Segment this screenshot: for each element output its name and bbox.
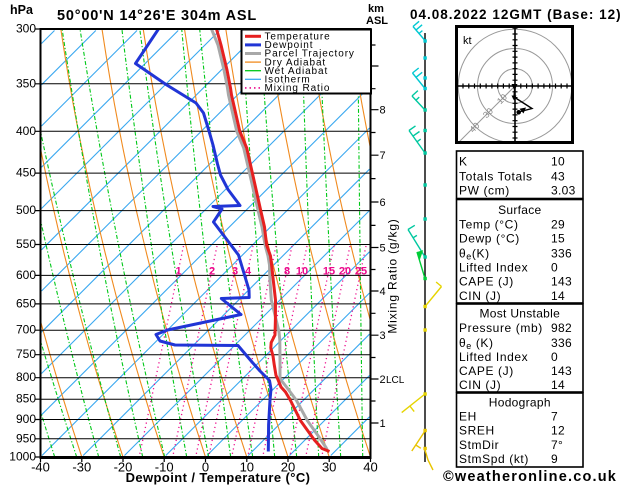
svg-text:9: 9 [551, 452, 558, 466]
svg-text:40: 40 [363, 460, 377, 475]
svg-text:7°: 7° [551, 438, 563, 452]
svg-text:12: 12 [551, 423, 565, 437]
svg-text:50°00'N 14°26'E 304m ASL: 50°00'N 14°26'E 304m ASL [57, 8, 257, 24]
svg-text:Mixing Ratio: Mixing Ratio [265, 83, 331, 94]
svg-text:6: 6 [380, 197, 386, 209]
svg-text:600: 600 [16, 268, 36, 282]
svg-text:hPa: hPa [10, 3, 34, 17]
svg-text:0: 0 [202, 460, 209, 475]
svg-text:LCL: LCL [386, 375, 405, 386]
svg-text:20: 20 [339, 266, 351, 278]
svg-text:CIN (J): CIN (J) [459, 289, 501, 303]
svg-text:850: 850 [16, 392, 36, 406]
svg-text:Temp (°C): Temp (°C) [459, 218, 519, 232]
svg-text:950: 950 [16, 431, 36, 445]
svg-text:Temperature: Temperature [265, 32, 331, 43]
svg-text:StmSpd (kt): StmSpd (kt) [459, 452, 529, 466]
svg-text:650: 650 [16, 296, 36, 310]
svg-text:500: 500 [16, 203, 36, 217]
svg-text:CAPE (J): CAPE (J) [459, 274, 514, 288]
svg-text:15: 15 [323, 266, 335, 278]
svg-text:14: 14 [551, 289, 565, 303]
svg-text:0: 0 [551, 260, 558, 274]
svg-text:8: 8 [284, 266, 290, 278]
svg-text:4: 4 [380, 286, 386, 298]
svg-text:Pressure (mb): Pressure (mb) [459, 321, 543, 335]
svg-text:4: 4 [245, 266, 252, 278]
svg-text:800: 800 [16, 370, 36, 384]
svg-text:Lifted Index: Lifted Index [459, 260, 528, 274]
svg-text:ASL: ASL [366, 15, 388, 27]
svg-text:Parcel Trajectory: Parcel Trajectory [265, 49, 355, 60]
svg-text:Dewpoint / Temperature (°C): Dewpoint / Temperature (°C) [126, 470, 311, 485]
svg-text:CAPE (J): CAPE (J) [459, 364, 514, 378]
svg-text:7: 7 [380, 150, 386, 162]
svg-text:04.08.2022 12GMT (Base: 12): 04.08.2022 12GMT (Base: 12) [410, 7, 622, 22]
svg-text:5: 5 [380, 243, 386, 255]
svg-text:Dewp (°C): Dewp (°C) [459, 232, 520, 246]
svg-text:PW (cm): PW (cm) [459, 183, 510, 197]
svg-text:-10: -10 [155, 460, 174, 475]
svg-text:θe(K): θe(K) [459, 246, 490, 261]
svg-text:K: K [459, 155, 468, 169]
svg-text:3.03: 3.03 [551, 183, 576, 197]
svg-text:Wet Adiabat: Wet Adiabat [265, 66, 329, 77]
svg-text:2: 2 [209, 266, 215, 278]
svg-text:10: 10 [551, 155, 565, 169]
svg-text:Mixing Ratio (g/kg): Mixing Ratio (g/kg) [386, 218, 400, 333]
svg-text:2: 2 [380, 374, 386, 386]
svg-text:25: 25 [355, 266, 367, 278]
svg-text:336: 336 [551, 246, 572, 260]
svg-text:750: 750 [16, 347, 36, 361]
svg-text:700: 700 [16, 323, 36, 337]
svg-text:Most Unstable: Most Unstable [479, 307, 560, 321]
svg-text:1: 1 [175, 266, 181, 278]
svg-text:Surface: Surface [498, 203, 541, 217]
svg-text:1000: 1000 [9, 450, 36, 464]
svg-text:©weatheronline.co.uk: ©weatheronline.co.uk [443, 469, 617, 485]
svg-text:15: 15 [551, 232, 565, 246]
svg-text:143: 143 [551, 364, 572, 378]
svg-text:8: 8 [380, 105, 386, 117]
svg-text:400: 400 [16, 124, 36, 138]
svg-text:SREH: SREH [459, 423, 495, 437]
svg-text:29: 29 [551, 218, 565, 232]
svg-text:450: 450 [16, 166, 36, 180]
svg-text:14: 14 [551, 378, 565, 392]
svg-text:550: 550 [16, 237, 36, 251]
svg-text:StmDir: StmDir [459, 438, 499, 452]
svg-text:10: 10 [240, 460, 254, 475]
svg-text:7: 7 [551, 409, 558, 423]
svg-text:10: 10 [296, 266, 308, 278]
svg-text:982: 982 [551, 321, 572, 335]
svg-text:EH: EH [459, 409, 477, 423]
svg-text:θe (K): θe (K) [459, 336, 494, 351]
svg-text:CIN (J): CIN (J) [459, 378, 501, 392]
svg-text:350: 350 [16, 76, 36, 90]
svg-text:Lifted Index: Lifted Index [459, 350, 528, 364]
svg-text:300: 300 [16, 22, 36, 36]
svg-text:43: 43 [551, 169, 565, 183]
svg-text:3: 3 [232, 266, 238, 278]
svg-text:143: 143 [551, 274, 572, 288]
svg-text:-20: -20 [114, 460, 133, 475]
svg-text:km: km [368, 3, 384, 15]
svg-text:3: 3 [380, 330, 386, 342]
svg-text:1: 1 [380, 418, 386, 430]
svg-text:Dewpoint: Dewpoint [265, 40, 314, 51]
svg-text:Totals Totals: Totals Totals [459, 169, 533, 183]
svg-text:-30: -30 [72, 460, 91, 475]
svg-text:336: 336 [551, 336, 572, 350]
svg-text:Hodograph: Hodograph [489, 395, 551, 409]
svg-text:Isotherm: Isotherm [265, 75, 311, 86]
svg-text:0: 0 [551, 350, 558, 364]
svg-text:Dry Adiabat: Dry Adiabat [265, 57, 327, 68]
svg-text:-40: -40 [31, 460, 50, 475]
svg-text:30: 30 [322, 460, 336, 475]
svg-text:900: 900 [16, 412, 36, 426]
svg-text:kt: kt [463, 35, 472, 47]
svg-text:20: 20 [281, 460, 295, 475]
